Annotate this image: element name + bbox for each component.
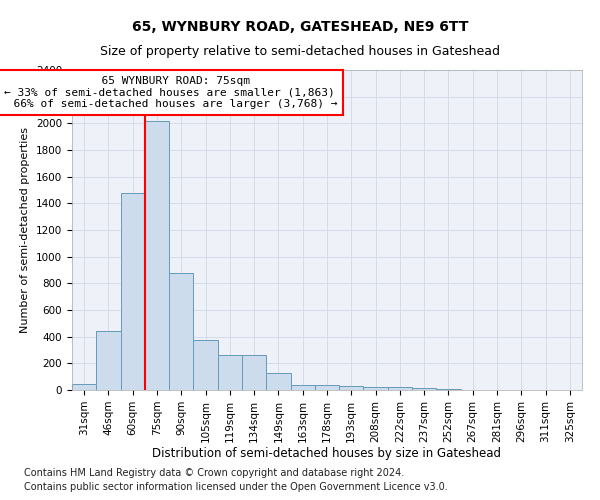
Bar bbox=[412, 388, 436, 390]
Bar bbox=[315, 384, 339, 390]
Bar bbox=[436, 388, 461, 390]
Text: 65 WYNBURY ROAD: 75sqm
← 33% of semi-detached houses are smaller (1,863)
  66% o: 65 WYNBURY ROAD: 75sqm ← 33% of semi-det… bbox=[1, 76, 338, 109]
Text: Size of property relative to semi-detached houses in Gateshead: Size of property relative to semi-detach… bbox=[100, 45, 500, 58]
Bar bbox=[242, 356, 266, 390]
Bar bbox=[96, 332, 121, 390]
Bar bbox=[364, 386, 388, 390]
Bar bbox=[121, 192, 145, 390]
Bar bbox=[145, 120, 169, 390]
Text: Contains HM Land Registry data © Crown copyright and database right 2024.: Contains HM Land Registry data © Crown c… bbox=[24, 468, 404, 477]
X-axis label: Distribution of semi-detached houses by size in Gateshead: Distribution of semi-detached houses by … bbox=[152, 448, 502, 460]
Bar bbox=[193, 340, 218, 390]
Bar bbox=[388, 388, 412, 390]
Bar bbox=[72, 384, 96, 390]
Y-axis label: Number of semi-detached properties: Number of semi-detached properties bbox=[20, 127, 31, 333]
Bar bbox=[290, 384, 315, 390]
Bar bbox=[218, 356, 242, 390]
Bar bbox=[169, 272, 193, 390]
Bar bbox=[266, 372, 290, 390]
Text: 65, WYNBURY ROAD, GATESHEAD, NE9 6TT: 65, WYNBURY ROAD, GATESHEAD, NE9 6TT bbox=[132, 20, 468, 34]
Bar bbox=[339, 386, 364, 390]
Text: Contains public sector information licensed under the Open Government Licence v3: Contains public sector information licen… bbox=[24, 482, 448, 492]
